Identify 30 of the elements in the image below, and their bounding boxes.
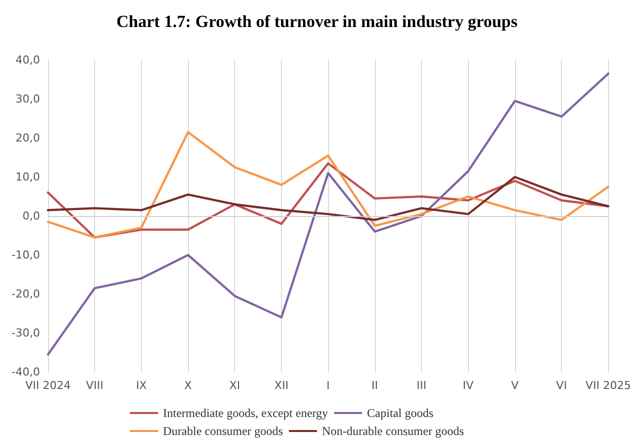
y-tick-label: -30,0 <box>12 326 40 340</box>
line-series <box>46 131 610 239</box>
y-tick-label: -40,0 <box>12 366 40 378</box>
y-tick-label: 0,0 <box>22 210 40 222</box>
y-tick-label: 20,0 <box>16 132 40 144</box>
x-tick-label: VI <box>556 379 567 392</box>
x-tick-label: V <box>511 379 520 392</box>
x-tick-label: X <box>184 379 192 392</box>
x-tick-label: IV <box>462 379 474 392</box>
y-tick-label: 40,0 <box>16 54 40 66</box>
x-tick-label: XI <box>229 379 240 392</box>
x-tick-label: II <box>372 379 378 392</box>
x-tick-label: XII <box>274 379 288 392</box>
y-tick-label: -20,0 <box>12 288 40 300</box>
line-series <box>46 176 610 221</box>
legend-label: Durable consumer goods <box>163 424 284 438</box>
legend-label: Capital goods <box>367 406 434 420</box>
x-tick-label: VII 2024 <box>25 379 71 392</box>
y-tick-label: 30,0 <box>16 92 40 106</box>
y-tick-label: -10,0 <box>12 248 40 262</box>
legend-label: Non-durable consumer goods <box>322 424 464 438</box>
x-tick-label: I <box>326 379 330 392</box>
x-tick-label: III <box>416 379 426 392</box>
x-tick-label: IX <box>136 379 148 392</box>
y-tick-label: 10,0 <box>16 170 40 184</box>
legend-label: Intermediate goods, except energy <box>163 406 328 420</box>
line-series <box>46 72 610 356</box>
x-tick-label: VII 2025 <box>585 379 632 392</box>
chart-title: Chart 1.7: Growth of turnover in main industry groups <box>116 12 518 31</box>
x-tick-label: VIII <box>86 379 104 392</box>
